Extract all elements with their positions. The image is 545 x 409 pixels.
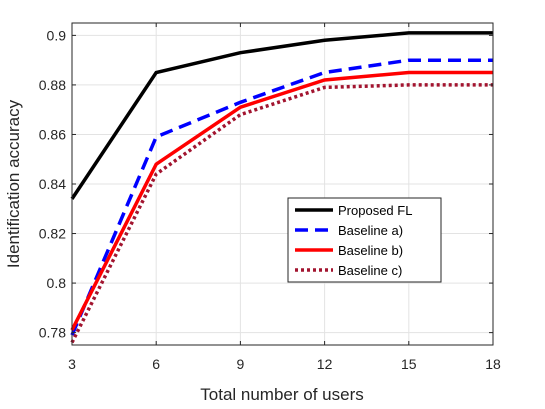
axis-ticks: 3 6 9 12 15 18 0.78 0.8 0.82 0.84 0.86 0.88 0.9 [39,23,501,372]
x-tick-label: 6 [152,356,160,372]
legend-label-4: Baseline c) [338,263,402,278]
series-line-2 [70,58,493,336]
legend: Proposed FL Baseline a) Baseline b) Baselin… [287,197,442,283]
legend-label-2: Baseline a) [338,223,403,238]
legend-box [287,197,442,283]
y-tick-label: 0.78 [39,325,66,341]
x-tick-label: 15 [401,356,417,372]
series-line-3 [70,70,493,331]
x-tick-label: 18 [485,356,501,372]
x-tick-label: 12 [317,356,333,372]
legend-label-1: Proposed FL [338,203,412,218]
y-axis-label: Identification accuracy [4,99,23,268]
series-line-4 [70,83,493,344]
x-tick-label: 3 [68,356,76,372]
y-tick-label: 0.82 [39,226,66,242]
y-tick-label: 0.88 [39,77,66,93]
x-tick-label: 9 [237,356,245,372]
y-tick-label: 0.9 [47,27,67,43]
y-tick-label: 0.86 [39,126,66,142]
series-lines [70,31,493,344]
legend-label-3: Baseline b) [338,243,403,258]
y-tick-label: 0.84 [39,176,66,192]
y-tick-label: 0.8 [47,275,67,291]
grid-lines [71,23,494,345]
series-line-1 [70,31,493,200]
x-axis-label: Total number of users [200,385,363,404]
